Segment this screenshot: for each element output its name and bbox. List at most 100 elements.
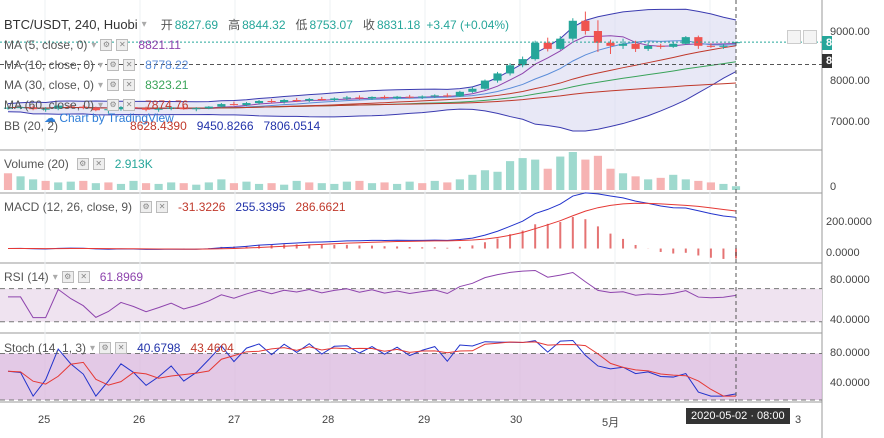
candle-body [518, 59, 527, 66]
ma10-legend[interactable]: MA (10, close, 0) ▾ ⚙ ✕ 8778.22 [4, 58, 188, 72]
time-axis-label: 25 [38, 414, 51, 426]
close-icon[interactable]: ✕ [77, 271, 90, 283]
settings-icon[interactable]: ⚙ [107, 59, 120, 71]
candle [393, 95, 402, 100]
rsi-label: RSI (14) [4, 270, 49, 284]
volume-bar [66, 181, 75, 190]
volume-bar [280, 184, 289, 190]
volume-bar [480, 170, 490, 190]
volume-bar [694, 180, 703, 190]
chevron-down-icon[interactable]: ▾ [98, 59, 104, 71]
volume-bar [656, 177, 665, 190]
macd-value: 255.3395 [235, 200, 286, 214]
chevron-down-icon[interactable]: ▾ [141, 19, 147, 30]
candle-body [330, 98, 339, 100]
candle-body [618, 43, 628, 46]
candle [330, 97, 339, 102]
cloud-icon: ☁ [44, 111, 56, 125]
tradingview-watermark[interactable]: ☁ Chart by TradingView [44, 111, 174, 125]
bb-lower: 7806.0514 [263, 119, 321, 133]
volume-bar [468, 174, 477, 190]
volume-bar [568, 152, 577, 190]
candle-body [581, 20, 590, 31]
settings-icon[interactable]: ⚙ [61, 271, 74, 283]
settings-icon[interactable]: ⚙ [100, 39, 113, 51]
close-icon[interactable]: ✕ [115, 342, 128, 354]
bb-label: BB (20, 2) [4, 119, 59, 133]
settings-icon[interactable]: ⚙ [99, 342, 112, 354]
pane-settings-icon[interactable] [803, 30, 817, 44]
candle [267, 98, 276, 104]
bb-legend[interactable]: BB (20, 2) 8628.4390 9450.8266 7806.0514 [4, 119, 320, 133]
close-icon[interactable]: ✕ [123, 79, 136, 91]
candle-body [229, 104, 239, 106]
volume-bar [167, 182, 176, 190]
rsi-axis-label: 80.0000 [830, 274, 870, 286]
ma60-value: 7874.76 [145, 98, 189, 112]
volume-bar [556, 156, 565, 190]
chevron-down-icon[interactable]: ▾ [90, 342, 96, 354]
volume-bar [606, 168, 615, 190]
settings-icon[interactable]: ⚙ [107, 99, 120, 111]
candle [41, 107, 50, 112]
chevron-down-icon[interactable]: ▾ [91, 39, 97, 51]
settings-icon[interactable]: ⚙ [76, 158, 89, 170]
symbol-label[interactable]: BTC/USDT, 240, Huobi [4, 17, 138, 32]
candle-body [430, 95, 439, 97]
candle-body [217, 104, 226, 107]
time-axis-label: 27 [228, 414, 241, 426]
candle-body [694, 37, 703, 46]
volume-bar [267, 183, 276, 190]
volume-legend[interactable]: Volume (20) ⚙ ✕ 2.913K [4, 157, 153, 171]
close-icon[interactable]: ✕ [156, 201, 169, 213]
candle [367, 96, 377, 100]
time-axis-label: 29 [418, 414, 431, 426]
macd-legend[interactable]: MACD (12, 26, close, 9) ⚙ ✕ -31.3226 255.… [4, 200, 346, 214]
candle-body [66, 105, 75, 107]
volume-bar [430, 180, 439, 190]
candle [706, 43, 715, 48]
close-icon[interactable]: ✕ [123, 99, 136, 111]
crosshair-price-tag: 8394.11 [822, 54, 865, 68]
chevron-down-icon[interactable]: ▾ [98, 79, 104, 91]
close-icon[interactable]: ✕ [116, 39, 129, 51]
candle-body [568, 20, 577, 39]
volume-bar [179, 183, 188, 190]
cursor-date-tag: 2020-05-02 · 08:00 [686, 408, 790, 424]
chevron-down-icon[interactable]: ▾ [98, 99, 104, 111]
candle-body [242, 103, 251, 106]
ma60-legend[interactable]: MA (60, close, 0) ▾ ⚙ ✕ 7874.76 [4, 98, 188, 112]
candle-body [543, 42, 552, 49]
candle-body [154, 108, 163, 110]
rsi-line [8, 269, 737, 319]
candle-body [280, 100, 289, 103]
candle [581, 11, 590, 35]
candle [254, 100, 264, 105]
rsi-value: 61.8969 [99, 270, 144, 284]
volume-bar [581, 159, 590, 190]
candle [192, 107, 201, 112]
ma5-legend[interactable]: MA (5, close, 0) ▾ ⚙ ✕ 8821.11 [4, 38, 181, 52]
candle [79, 105, 88, 110]
rsi-legend[interactable]: RSI (14) ▾ ⚙ ✕ 61.8969 [4, 270, 143, 284]
candle [694, 35, 703, 49]
settings-icon[interactable]: ⚙ [107, 79, 120, 91]
stoch-legend[interactable]: Stoch (14, 1, 3) ▾ ⚙ ✕ 40.6798 43.4604 [4, 341, 234, 355]
close-icon[interactable]: ✕ [123, 59, 136, 71]
settings-icon[interactable]: ⚙ [140, 201, 153, 213]
candle [154, 107, 163, 112]
volume-bar [254, 183, 264, 190]
candle [531, 40, 540, 61]
candle-body [292, 100, 301, 101]
ma30-legend[interactable]: MA (30, close, 0) ▾ ⚙ ✕ 8323.21 [4, 78, 188, 92]
volume-bar [79, 180, 88, 190]
chevron-down-icon[interactable]: ▾ [52, 271, 58, 283]
candle-body [669, 43, 678, 47]
maximize-pane-icon[interactable] [787, 30, 801, 44]
close-icon[interactable]: ✕ [92, 158, 105, 170]
candle [317, 96, 326, 101]
candle [543, 37, 552, 52]
candle-body [706, 45, 715, 47]
volume-bar [493, 171, 502, 190]
